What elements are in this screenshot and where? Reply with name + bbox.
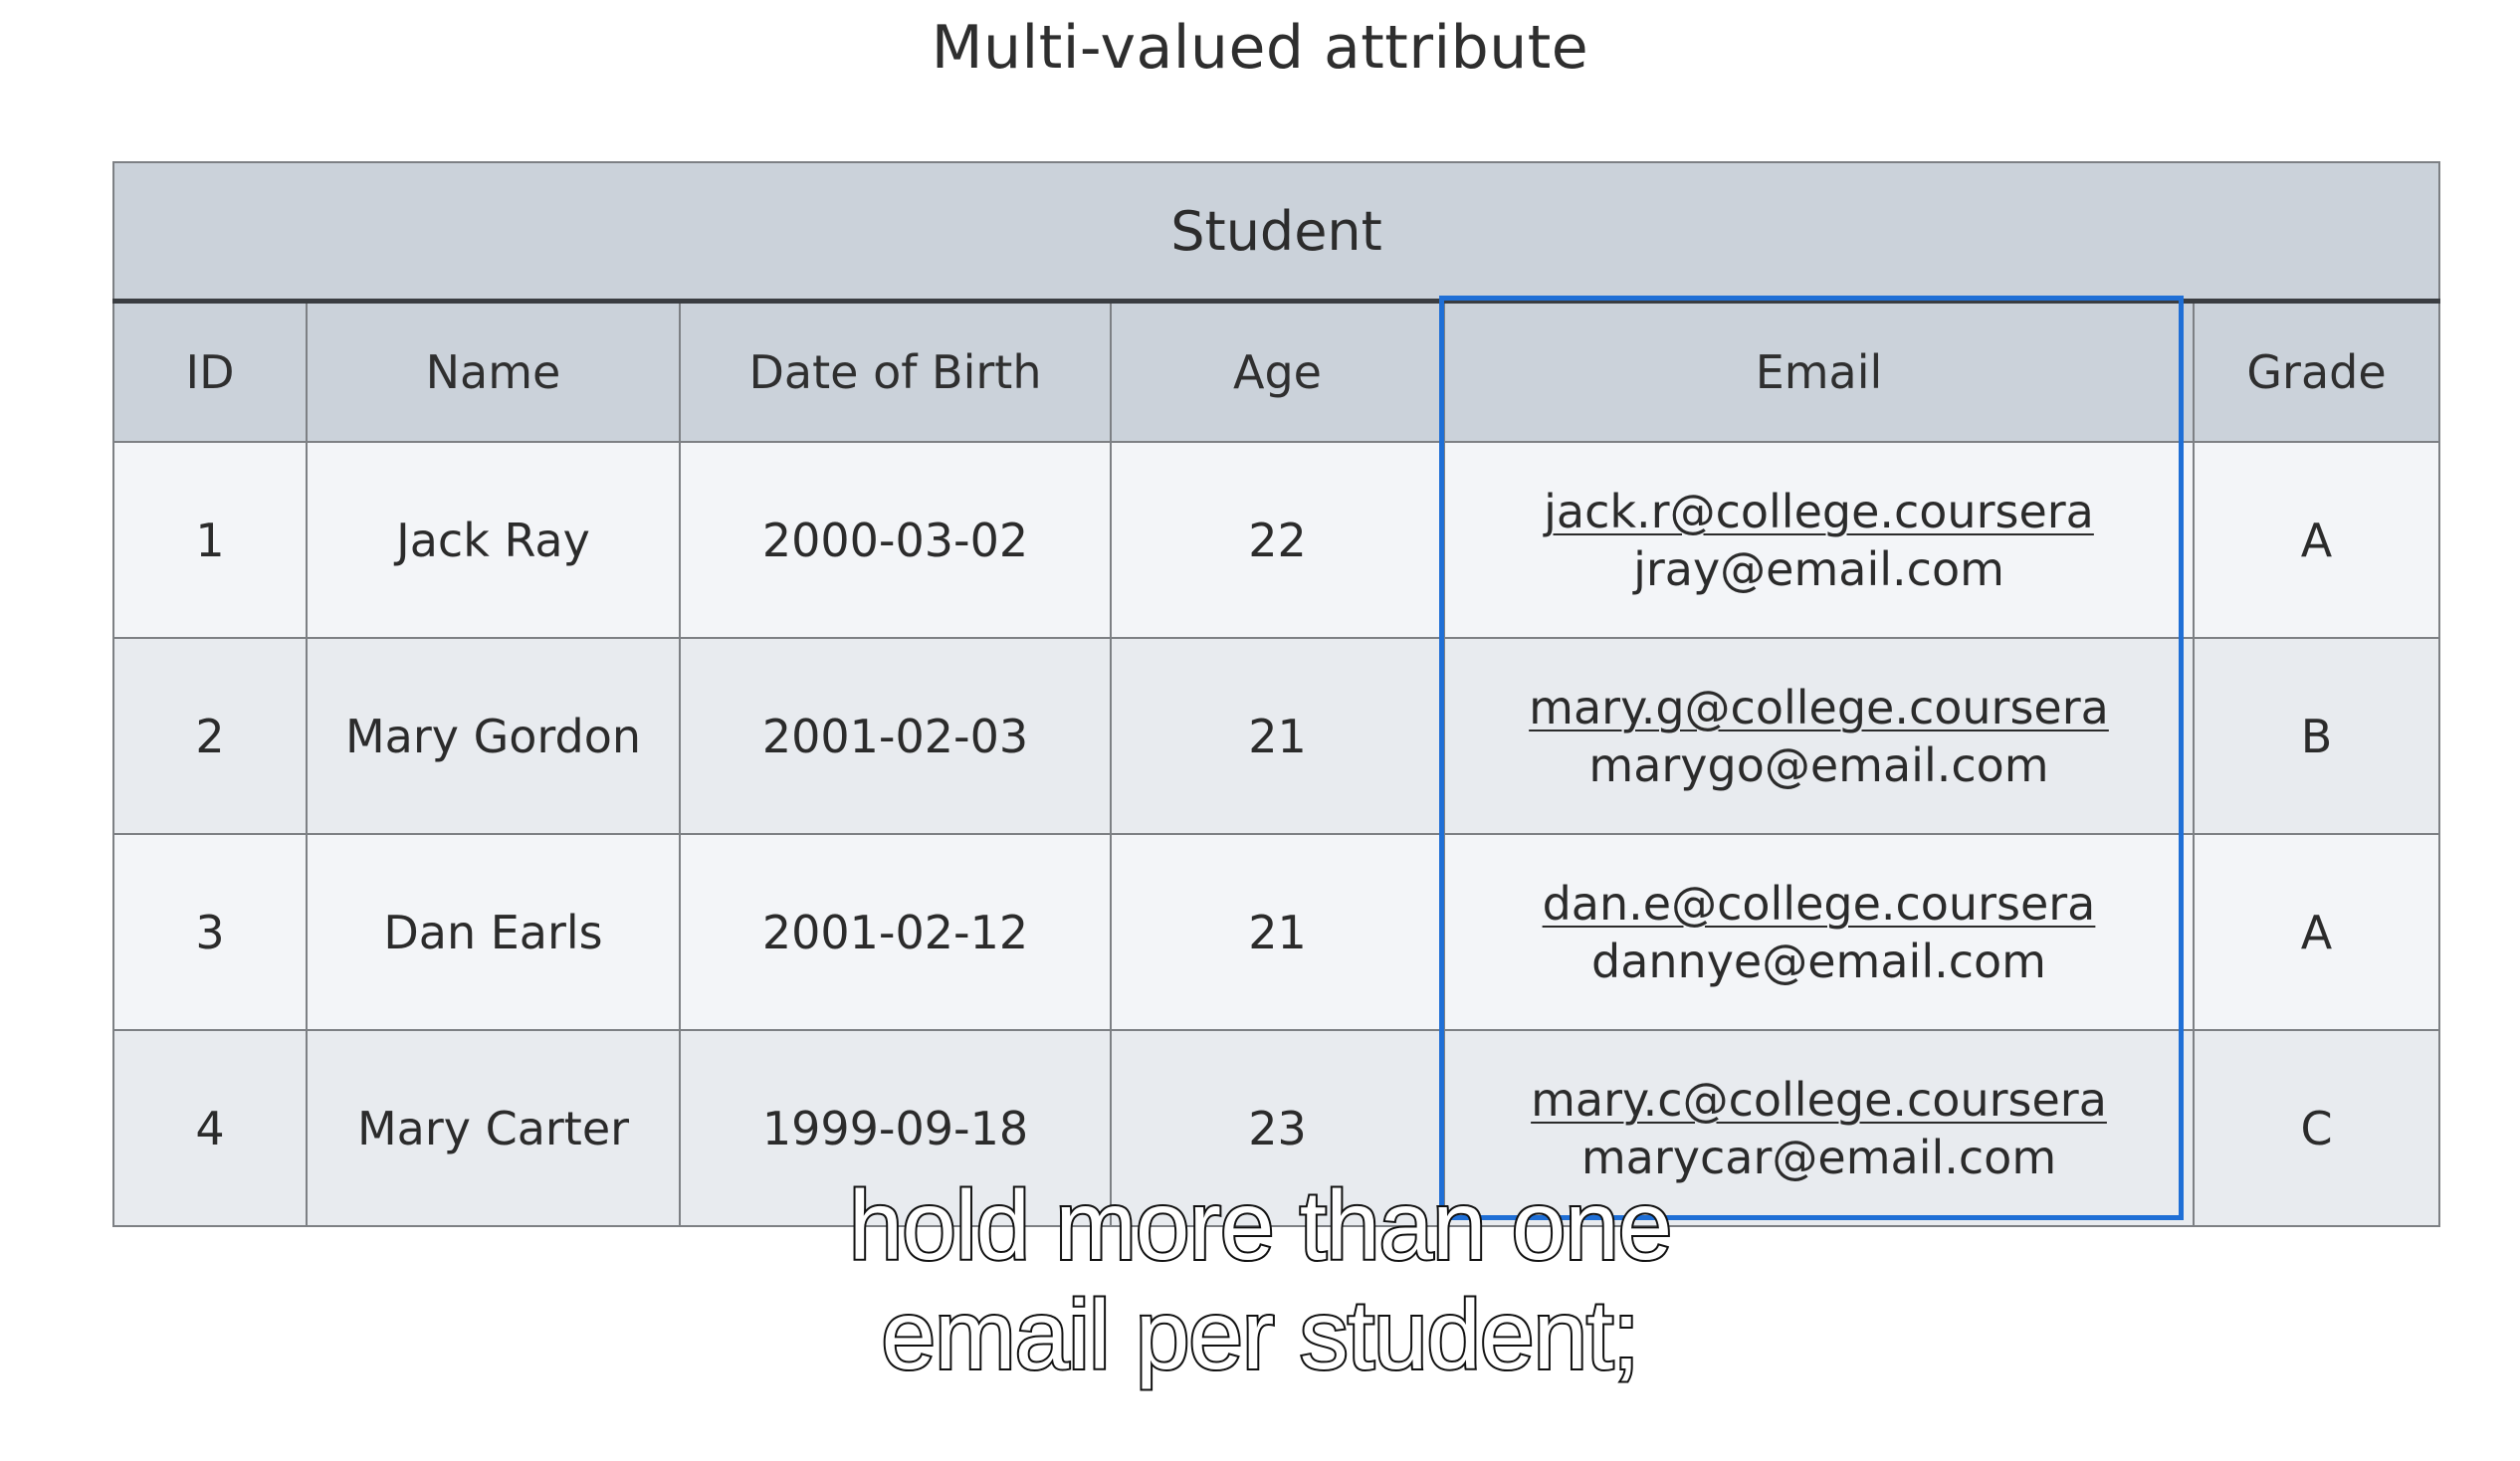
cell-name: Mary Gordon: [306, 637, 681, 835]
cell-dob: 1999-09-18: [679, 1029, 1112, 1227]
email-primary-link[interactable]: mary.c@college.coursera: [1531, 1072, 2107, 1127]
cell-email: mary.c@college.coursera marycar@email.co…: [1443, 1029, 2195, 1227]
email-secondary: marycar@email.com: [1580, 1130, 2057, 1184]
cell-email: mary.g@college.coursera marygo@email.com: [1443, 637, 2195, 835]
cell-id: 1: [112, 441, 308, 639]
column-header-name: Name: [306, 300, 681, 443]
cell-age: 22: [1110, 441, 1445, 639]
table-caption: Student: [111, 161, 2441, 304]
cell-grade: A: [2192, 833, 2441, 1031]
cell-email: jack.r@college.coursera jray@email.com: [1443, 441, 2195, 639]
email-primary-link[interactable]: mary.g@college.coursera: [1529, 680, 2109, 734]
cell-dob: 2001-02-12: [679, 833, 1112, 1031]
cell-grade: A: [2192, 441, 2441, 639]
table-row: 4 Mary Carter 1999-09-18 23 mary.c@colle…: [112, 1029, 2441, 1227]
column-header-email: Email: [1443, 300, 2195, 443]
column-header-age: Age: [1110, 300, 1445, 443]
cell-age: 21: [1110, 637, 1445, 835]
table-row: 3 Dan Earls 2001-02-12 21 dan.e@college.…: [112, 833, 2441, 1031]
email-secondary: dannye@email.com: [1591, 934, 2046, 988]
email-primary-link[interactable]: dan.e@college.coursera: [1542, 876, 2096, 931]
cell-id: 3: [112, 833, 308, 1031]
subtitle-line-1: hold more than one: [847, 1168, 1674, 1282]
cell-email: dan.e@college.coursera dannye@email.com: [1443, 833, 2195, 1031]
cell-age: 23: [1110, 1029, 1445, 1227]
table-row: 1 Jack Ray 2000-03-02 22 jack.r@college.…: [112, 441, 2441, 639]
cell-name: Dan Earls: [306, 833, 681, 1031]
cell-id: 4: [112, 1029, 308, 1227]
cell-name: Mary Carter: [306, 1029, 681, 1227]
cell-dob: 2001-02-03: [679, 637, 1112, 835]
cell-age: 21: [1110, 833, 1445, 1031]
table-row: 2 Mary Gordon 2001-02-03 21 mary.g@colle…: [112, 637, 2441, 835]
cell-grade: B: [2192, 637, 2441, 835]
subtitle-line-2: email per student;: [880, 1278, 1642, 1391]
student-table: Student ID Name Date of Birth Age Email …: [111, 161, 2441, 1227]
video-subtitle: hold more than one email per student;: [0, 1168, 2520, 1391]
column-header-grade: Grade: [2192, 300, 2441, 443]
header-row: ID Name Date of Birth Age Email Grade: [112, 300, 2441, 443]
slide-title: Multi-valued attribute: [931, 13, 1589, 83]
email-secondary: marygo@email.com: [1588, 737, 2049, 792]
column-header-id: ID: [112, 300, 308, 443]
cell-name: Jack Ray: [306, 441, 681, 639]
cell-dob: 2000-03-02: [679, 441, 1112, 639]
student-table-container: Student ID Name Date of Birth Age Email …: [111, 161, 2441, 1227]
email-primary-link[interactable]: jack.r@college.coursera: [1544, 484, 2094, 538]
email-secondary: jray@email.com: [1633, 541, 2004, 596]
column-header-dob: Date of Birth: [679, 300, 1112, 443]
cell-grade: C: [2192, 1029, 2441, 1227]
cell-id: 2: [112, 637, 308, 835]
